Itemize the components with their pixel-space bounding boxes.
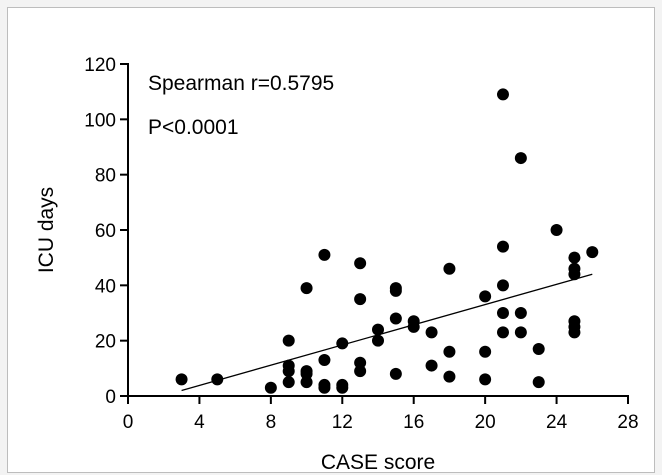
- x-tick-label: 28: [617, 412, 638, 433]
- data-point: [372, 323, 384, 336]
- y-tick-label: 40: [95, 276, 116, 297]
- data-point: [497, 240, 509, 253]
- data-point: [389, 284, 402, 297]
- data-point: [443, 262, 456, 275]
- data-point: [497, 326, 509, 339]
- data-point: [282, 334, 295, 347]
- data-point: [407, 320, 420, 333]
- data-points: [175, 88, 599, 394]
- data-point: [425, 359, 438, 372]
- data-point: [300, 367, 313, 380]
- y-tick-label: 60: [95, 221, 116, 242]
- data-point: [497, 307, 509, 319]
- data-point: [282, 365, 295, 378]
- y-tick-label: 80: [95, 166, 116, 187]
- data-point: [389, 367, 402, 380]
- x-tick-label: 4: [194, 412, 205, 433]
- data-point: [514, 326, 527, 339]
- data-point: [318, 248, 331, 261]
- data-point: [479, 373, 492, 386]
- data-point: [300, 282, 313, 295]
- data-point: [443, 345, 456, 358]
- data-point: [550, 224, 563, 236]
- x-tick-label: 0: [123, 412, 134, 433]
- data-point: [568, 268, 581, 281]
- data-point: [354, 293, 367, 306]
- x-tick-label: 20: [475, 412, 496, 433]
- data-point: [497, 279, 509, 292]
- data-point: [514, 307, 527, 319]
- data-point: [318, 354, 331, 367]
- y-tick-label: 100: [84, 110, 116, 131]
- data-point: [497, 88, 509, 101]
- y-tick-label: 0: [105, 387, 116, 408]
- data-point: [282, 376, 295, 389]
- data-point: [175, 373, 188, 386]
- y-axis-title: ICU days: [35, 187, 58, 273]
- data-point: [443, 370, 456, 383]
- x-tick-label: 24: [546, 412, 568, 433]
- data-point: [532, 342, 545, 355]
- spearman-annotation: Spearman r=0.5795: [148, 72, 334, 95]
- x-axis-ticks: 0 4 8 12 16 20 24 28: [123, 396, 639, 433]
- x-tick-label: 8: [266, 412, 277, 433]
- data-point: [336, 337, 349, 350]
- regression-line: [181, 273, 593, 392]
- data-point: [211, 373, 224, 386]
- data-point: [532, 376, 545, 389]
- data-point: [336, 381, 349, 394]
- y-tick-label: 120: [84, 55, 116, 76]
- data-point: [264, 381, 277, 394]
- data-point: [354, 257, 367, 270]
- x-axis-title: CASE score: [321, 451, 435, 474]
- y-axis-ticks: 0 20 40 60 80 100 120: [84, 55, 128, 408]
- data-point: [586, 246, 599, 259]
- data-point: [479, 290, 492, 303]
- data-point: [479, 345, 492, 358]
- data-point: [372, 334, 384, 347]
- data-point: [568, 251, 581, 264]
- data-point: [514, 152, 527, 165]
- x-tick-label: 16: [403, 412, 424, 433]
- data-point: [425, 326, 438, 339]
- data-point: [354, 356, 367, 369]
- data-point: [300, 376, 313, 389]
- y-tick-label: 20: [95, 332, 116, 353]
- data-point: [318, 381, 331, 394]
- p-value-annotation: P<0.0001: [148, 116, 239, 139]
- data-point: [354, 365, 367, 378]
- data-point: [568, 326, 581, 339]
- x-tick-label: 12: [332, 412, 353, 433]
- data-point: [389, 312, 402, 325]
